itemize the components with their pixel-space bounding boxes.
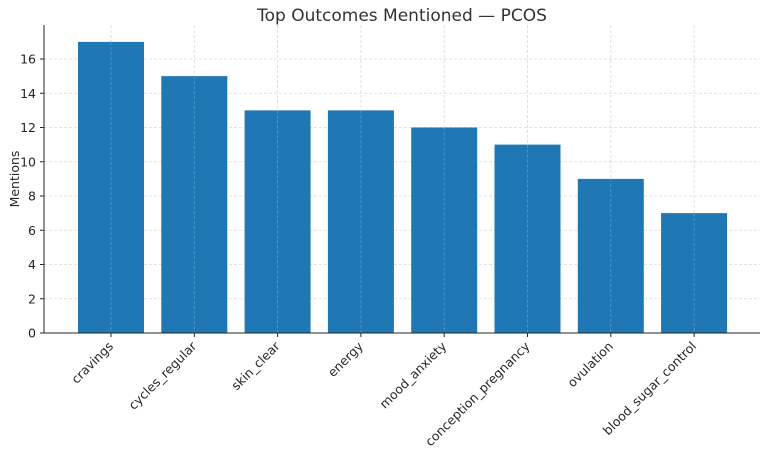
x-axis-ticks: cravings cycles_regular skin_clear energy mo… (68, 333, 699, 449)
x-tick-label: ovulation (564, 339, 616, 391)
y-tick-label: 2 (28, 291, 36, 306)
y-tick-label: 6 (28, 223, 36, 238)
y-axis-label: Mentions (7, 151, 22, 208)
y-tick-label: 0 (28, 326, 36, 341)
y-tick-label: 14 (20, 86, 36, 101)
x-tick-label: mood_anxiety (376, 338, 449, 411)
x-tick-label: energy (325, 338, 367, 380)
bar-cycles_regular (161, 76, 228, 333)
grid-lines (44, 25, 760, 333)
y-tick-label: 16 (20, 52, 36, 67)
chart-title: Top Outcomes Mentioned — PCOS (256, 6, 547, 26)
y-tick-label: 8 (28, 189, 36, 204)
x-tick-label: skin_clear (228, 338, 283, 393)
y-tick-label: 4 (28, 257, 36, 272)
bars (78, 41, 728, 333)
bar-blood_sugar_control (661, 213, 728, 333)
x-tick-label: cravings (68, 339, 116, 387)
y-tick-label: 12 (20, 120, 36, 135)
y-tick-label: 10 (20, 154, 36, 169)
y-axis-ticks: 0 2 4 6 8 10 12 14 16 (20, 52, 44, 341)
x-tick-label: blood_sugar_control (600, 339, 699, 438)
x-tick-label: cycles_regular (125, 338, 200, 413)
